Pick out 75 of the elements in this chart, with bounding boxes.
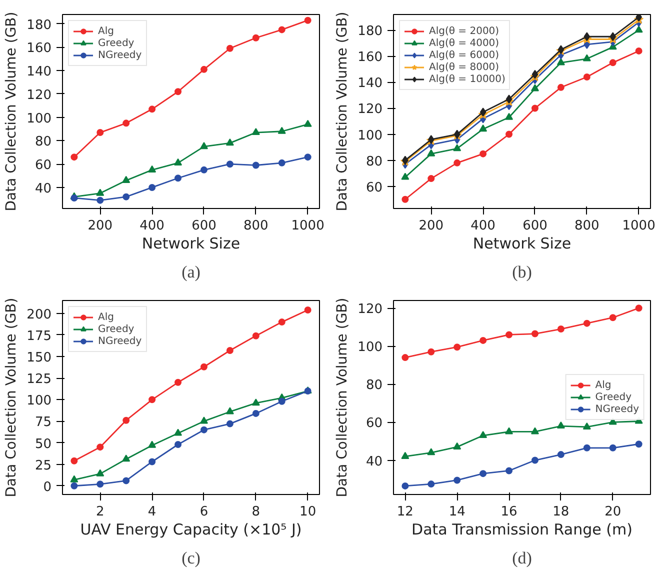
y-tick-label: 100 (26, 394, 52, 409)
text: (c) (182, 548, 200, 568)
legend-label: Alg(θ = 2000) (429, 26, 500, 36)
y-tick-label: 180 (358, 24, 383, 40)
y-axis-title: Data Collection Volume (GB) (334, 298, 351, 498)
y-tick-label: 40 (34, 181, 52, 196)
y-tick-label: 100 (358, 128, 383, 144)
y-tick-label: 120 (358, 302, 383, 318)
y-tick-label: 80 (34, 134, 52, 150)
y-tick-label: 100 (26, 111, 52, 126)
legend-label: NGreedy (98, 50, 142, 60)
x-tick-label: 6 (200, 504, 208, 520)
y-axis-title: Data Collection Volume (GB) (4, 12, 20, 212)
x-tick-label: 16 (500, 504, 518, 520)
x-tick-label: 400 (140, 218, 164, 234)
text: (d) (512, 548, 532, 568)
x-tick-label: 200 (418, 218, 444, 234)
x-tick-label: 14 (448, 504, 466, 520)
x-tick-label: 8 (252, 504, 260, 520)
legend-label: Alg(θ = 10000) (429, 74, 506, 84)
text: (b) (512, 262, 532, 282)
y-axis-title: Data Collection Volume (GB) (4, 298, 20, 498)
legend-label: Alg(θ = 6000) (429, 50, 500, 60)
y-tick-label: 25 (34, 458, 52, 474)
y-tick-label: 120 (358, 102, 383, 118)
y-tick-label: 160 (358, 50, 383, 66)
legend-label: NGreedy (98, 336, 142, 346)
y-tick-label: 60 (366, 416, 383, 432)
x-tick-label: 600 (192, 218, 216, 234)
y-tick-label: 175 (26, 328, 52, 344)
x-tick-label: 400 (470, 218, 496, 234)
x-axis-title: Network Size (142, 234, 240, 252)
y-tick-label: 80 (366, 378, 383, 394)
y-tick-label: 150 (26, 350, 52, 366)
x-tick-label: 2 (96, 504, 104, 520)
text: (a) (182, 262, 200, 282)
y-tick-label: 75 (34, 415, 52, 430)
x-tick-label: 1000 (291, 218, 324, 234)
y-tick-label: 140 (26, 64, 52, 80)
x-axis-title: Data Transmission Range (m) (412, 520, 632, 538)
x-tick-label: 800 (574, 218, 600, 234)
y-tick-label: 180 (26, 18, 52, 33)
x-tick-label: 1000 (622, 218, 656, 234)
legend-label: Alg(θ = 4000) (429, 38, 500, 48)
y-tick-label: 140 (358, 76, 383, 92)
y-tick-label: 100 (358, 340, 383, 356)
x-tick-label: 18 (552, 504, 570, 520)
legend-label: Greedy (98, 38, 134, 48)
legend-label: Greedy (98, 324, 134, 334)
legend-label: Alg (98, 26, 115, 36)
x-tick-label: 600 (522, 218, 548, 234)
y-tick-label: 0 (43, 480, 52, 495)
y-tick-label: 60 (34, 158, 52, 174)
legend-label: Greedy (595, 392, 632, 402)
y-tick-label: 50 (34, 436, 52, 452)
legend-label: NGreedy (595, 404, 639, 414)
y-tick-label: 120 (26, 88, 52, 103)
x-tick-label: 4 (148, 504, 156, 520)
y-tick-label: 60 (366, 180, 383, 196)
y-tick-label: 125 (26, 372, 52, 388)
y-axis-title: Data Collection Volume (GB) (334, 12, 351, 212)
y-tick-label: 40 (366, 454, 383, 470)
x-tick-label: 20 (604, 504, 622, 520)
legend-label: Alg (595, 380, 612, 390)
x-axis-title: Network Size (472, 234, 572, 252)
x-tick-label: 12 (396, 504, 414, 520)
y-tick-label: 80 (366, 154, 383, 170)
x-tick-label: 800 (243, 218, 268, 234)
legend-label: Alg(θ = 8000) (429, 62, 500, 72)
legend-label: Alg (98, 312, 115, 322)
x-tick-label: 200 (88, 218, 113, 234)
y-tick-label: 200 (26, 307, 52, 322)
x-tick-label: 10 (300, 504, 316, 520)
y-tick-label: 160 (26, 41, 52, 56)
x-axis-title: UAV Energy Capacity (×10⁵ J) (80, 520, 302, 538)
